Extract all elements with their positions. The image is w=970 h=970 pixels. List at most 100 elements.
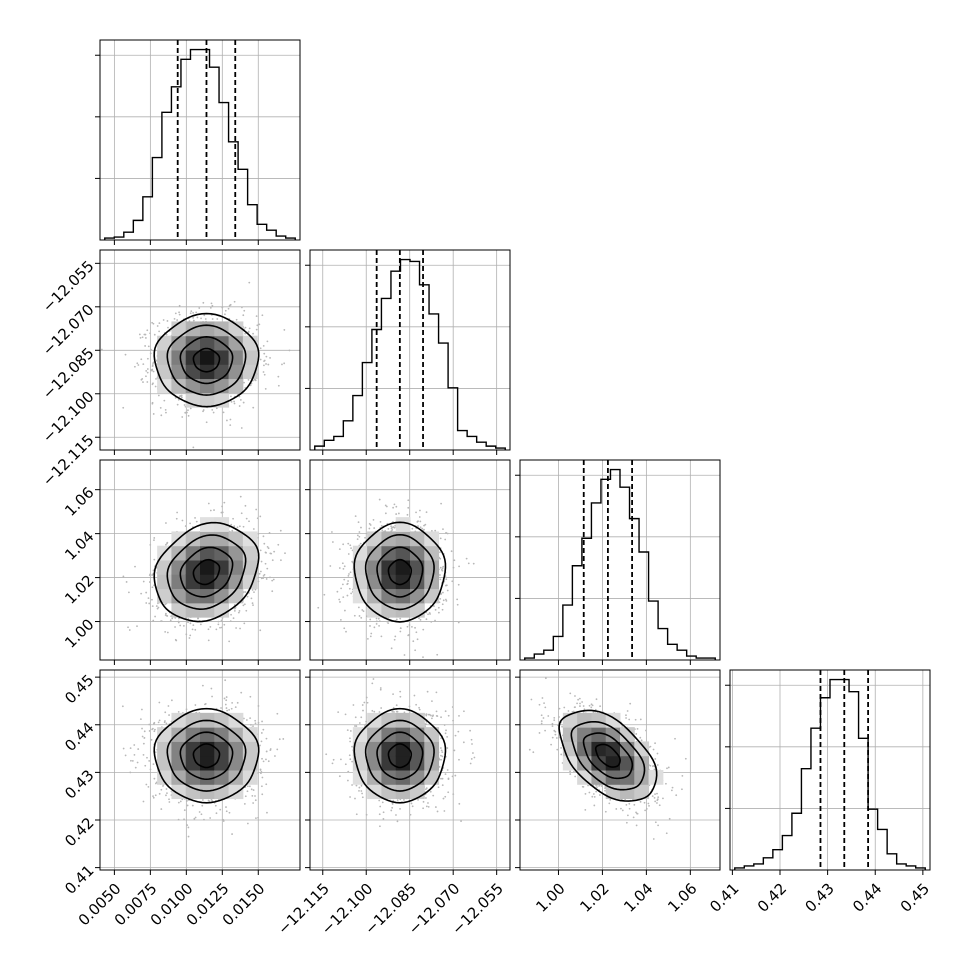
scatter-point (360, 526, 362, 529)
scatter-point (254, 379, 257, 382)
density-cell (381, 574, 397, 590)
scatter-point (339, 618, 342, 621)
scatter-point (124, 353, 127, 356)
density-cell (424, 588, 440, 604)
scatter-point (151, 365, 154, 367)
scatter-point (336, 590, 339, 593)
scatter-point (260, 577, 263, 580)
scatter-point (262, 535, 265, 538)
scatter-point (149, 332, 151, 335)
scatter-point (421, 527, 424, 530)
scatter-point (412, 640, 415, 643)
histogram-panel (95, 39, 301, 245)
scatter-point (415, 511, 417, 514)
scatter-point (263, 373, 266, 376)
scatter-point (211, 304, 214, 307)
scatter-point (224, 309, 227, 312)
scatter-point (271, 590, 274, 593)
scatter-point (341, 562, 344, 565)
scatter-point (165, 543, 167, 546)
scatter-point (153, 537, 156, 539)
scatter-point (343, 627, 346, 630)
contour-line (166, 324, 247, 396)
axes-frame (519, 459, 721, 661)
scatter-point (384, 504, 387, 507)
scatter-point (379, 520, 382, 523)
scatter-point (177, 801, 180, 804)
scatter-point (221, 505, 224, 508)
scatter-point (258, 572, 261, 575)
histogram-step (314, 258, 506, 450)
scatter-point (437, 606, 440, 609)
scatter-point (242, 401, 245, 404)
scatter-point (427, 613, 429, 616)
scatter-point (227, 307, 230, 310)
density-cell (200, 517, 215, 532)
scatter-point (228, 708, 231, 711)
scatter-point (207, 639, 210, 642)
scatter-point (266, 340, 269, 343)
density-cell (171, 350, 187, 365)
scatter-point (381, 529, 384, 532)
scatter-panel (305, 459, 511, 665)
density-cell (410, 588, 425, 604)
scatter-point (265, 355, 268, 358)
scatter-point (224, 679, 227, 682)
scatter-point (196, 617, 199, 620)
scatter-point (450, 550, 453, 553)
axes-frame (99, 39, 301, 241)
scatter-point (242, 525, 245, 528)
scatter-point (342, 543, 345, 546)
density-cell (352, 545, 368, 561)
scatter-point (440, 502, 443, 505)
scatter-point (261, 314, 264, 317)
scatter-point (168, 801, 171, 803)
scatter-point (395, 618, 398, 621)
density-cell (214, 392, 230, 408)
scatter-point (441, 603, 444, 606)
scatter-point (361, 609, 364, 611)
scatter-point (368, 527, 371, 530)
density-cell (367, 531, 382, 547)
scatter-point (252, 802, 255, 804)
scatter-point (151, 598, 153, 601)
scatter-point (256, 324, 259, 327)
scatter-point (209, 306, 212, 309)
scatter-point (425, 618, 428, 621)
contour-line (387, 558, 413, 586)
scatter-point (152, 322, 155, 325)
scatter-point (279, 529, 282, 532)
scatter-point (140, 358, 143, 361)
scatter-point (150, 348, 152, 351)
contour-line (192, 558, 221, 586)
scatter-point (465, 557, 468, 560)
scatter-point (231, 701, 234, 704)
scatter-point (439, 537, 442, 540)
scatter-point (147, 345, 150, 348)
axes-frame (99, 459, 301, 661)
y-tick-label: 1.04 (61, 527, 97, 563)
scatter-point (423, 528, 425, 531)
scatter-point (399, 627, 402, 630)
scatter-point (139, 718, 142, 721)
scatter-point (180, 395, 183, 398)
scatter-point (242, 604, 245, 607)
scatter-point (239, 627, 241, 630)
density-cell (410, 545, 425, 561)
scatter-point (263, 359, 266, 362)
scatter-point (430, 621, 433, 623)
scatter-point (154, 794, 157, 797)
scatter-point (162, 319, 165, 321)
scatter-point (439, 578, 442, 581)
scatter-point (375, 617, 378, 620)
scatter-point (338, 598, 341, 601)
scatter-point (254, 795, 256, 797)
scatter-point (216, 318, 219, 320)
scatter-point (169, 619, 172, 622)
scatter-point (201, 684, 204, 687)
scatter-point (257, 816, 259, 819)
scatter-point (144, 764, 147, 767)
scatter-point (187, 414, 190, 417)
scatter-point (263, 352, 266, 355)
scatter-point (240, 512, 243, 515)
